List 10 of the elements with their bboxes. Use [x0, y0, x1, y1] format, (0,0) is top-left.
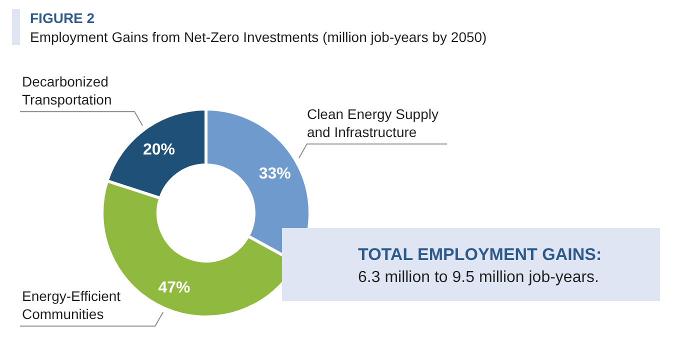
data-label: 33%: [258, 165, 291, 182]
data-label: 20%: [142, 141, 175, 158]
text: TOTAL EMPLOYMENT GAINS:: [358, 245, 602, 264]
data-label: 47%: [158, 279, 190, 296]
slice-label: Clean Energy Supply and Infrastructure: [306, 106, 438, 140]
slice-label: Energy-Efficient Communities: [22, 288, 121, 322]
text: 6.3 million to 9.5 million job-years.: [358, 269, 599, 286]
slice-label: Decarbonized Transportation: [22, 74, 112, 108]
chart-title: FIGURE 2: [30, 10, 95, 26]
chart-subtitle: Employment Gains from Net-Zero Investments (million job-years by 2050): [30, 29, 487, 45]
